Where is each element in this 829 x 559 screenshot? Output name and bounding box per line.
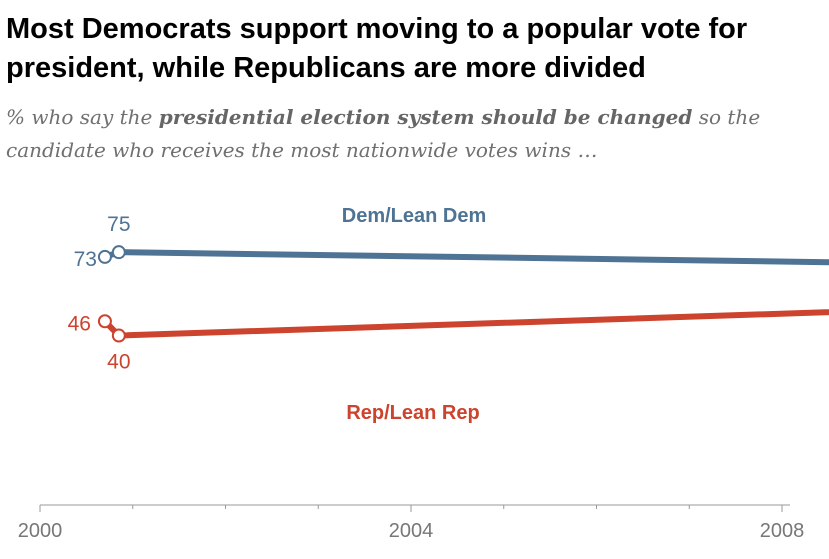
data-label: 40 xyxy=(107,351,130,374)
subtitle-emphasis: presidential election system should be c… xyxy=(158,105,693,129)
series-line xyxy=(101,249,829,266)
data-label: 46 xyxy=(68,312,91,335)
subtitle-suffix: so the candidate who receives the most n… xyxy=(6,105,761,162)
data-point xyxy=(111,245,126,260)
series-label: Dem/Lean Dem xyxy=(342,205,487,227)
data-label: 73 xyxy=(74,248,97,271)
series-label: Rep/Lean Rep xyxy=(346,402,479,424)
subtitle-prefix: % who say the xyxy=(6,105,159,129)
data-point xyxy=(111,328,126,343)
x-tick-label: 2000 xyxy=(18,520,63,542)
x-tick-label: 2008 xyxy=(760,520,805,542)
data-label: 75 xyxy=(107,213,130,236)
series-line xyxy=(101,309,829,339)
chart-subtitle: % who say the presidential election syst… xyxy=(6,101,821,167)
chart-title: Most Democrats support moving to a popul… xyxy=(6,13,748,84)
x-tick-label: 2004 xyxy=(389,520,434,542)
data-point xyxy=(97,249,112,264)
data-point xyxy=(97,314,112,329)
